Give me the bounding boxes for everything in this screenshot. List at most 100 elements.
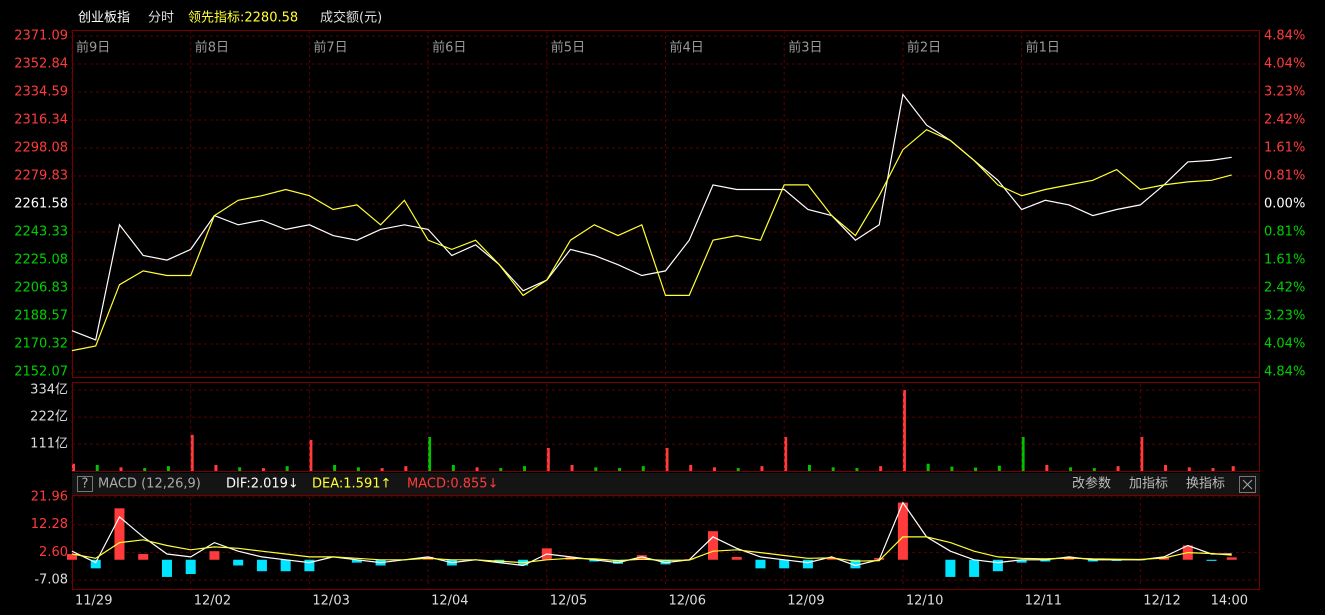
- x2-tick-label: 前5日: [551, 40, 585, 56]
- x2-tick-label: 前6日: [432, 40, 466, 56]
- y2-tick-label: 1.61%: [1264, 141, 1305, 156]
- y2-tick-label: 0.81%: [1264, 168, 1305, 183]
- bar: [618, 468, 622, 471]
- bar: [594, 467, 598, 471]
- toolbar-button[interactable]: 换指标: [1186, 477, 1225, 492]
- bar: [760, 466, 764, 471]
- y-tick-label: 2188.57: [14, 309, 68, 324]
- y-tick-label: 2152.07: [14, 365, 68, 380]
- bar: [523, 466, 527, 471]
- macd-bar: [280, 559, 291, 572]
- y2-tick-label: 0.00%: [1264, 197, 1305, 212]
- y-tick-label: 2371.09: [14, 29, 68, 44]
- line: [71, 128, 1232, 352]
- macd-bar: [589, 559, 600, 562]
- bar: [855, 468, 859, 471]
- bar: [451, 464, 455, 471]
- bar: [309, 439, 313, 471]
- macd-bar: [802, 559, 813, 569]
- toolbar-button[interactable]: 加指标: [1129, 477, 1168, 492]
- bar: [736, 468, 740, 471]
- x2-tick-label: 前7日: [313, 40, 347, 56]
- bar: [712, 467, 716, 471]
- bar: [95, 464, 99, 471]
- y-tick-label: 2316.34: [14, 112, 68, 127]
- y-tick-label: 334亿: [30, 383, 68, 398]
- macd-bar: [1064, 557, 1075, 560]
- y2-tick-label: 2.42%: [1264, 113, 1305, 128]
- macd-bar: [731, 556, 742, 560]
- x-tick-label: 12/06: [669, 594, 706, 609]
- line: [71, 536, 1232, 564]
- macd-bar: [779, 559, 790, 569]
- macd-title: MACD (12,26,9): [98, 477, 201, 492]
- macd-bar: [185, 559, 196, 575]
- macd-bar: [1159, 557, 1170, 560]
- bar: [1140, 437, 1144, 471]
- mode: 分时: [148, 11, 174, 26]
- macd-bar: [67, 554, 77, 560]
- macd-bar: [233, 559, 244, 566]
- macd-bar: [707, 531, 718, 560]
- macd-bar: [826, 558, 837, 560]
- y-tick-label: 222亿: [30, 410, 68, 425]
- bar: [1116, 466, 1120, 471]
- bar: [546, 447, 550, 471]
- y2-tick-label: 4.04%: [1264, 56, 1305, 71]
- macd-bar: [304, 559, 315, 572]
- help-button[interactable]: [77, 476, 93, 492]
- bar: [72, 463, 75, 471]
- volume-title: 成交额(元): [320, 10, 382, 26]
- bar: [1045, 464, 1049, 471]
- bar: [1211, 468, 1215, 471]
- y-tick-label: 2243.33: [14, 224, 68, 239]
- y2-tick-label: 2.42%: [1264, 281, 1305, 296]
- bar: [404, 466, 408, 471]
- macd-bar: [755, 559, 766, 569]
- bar: [499, 468, 503, 471]
- y-tick-label: 12.28: [31, 517, 68, 532]
- macd-bar: [992, 559, 1003, 572]
- macd-bar: [1226, 557, 1237, 560]
- bar: [1187, 467, 1191, 471]
- macd-bar: [114, 508, 125, 560]
- bar: [190, 434, 194, 471]
- macd-bar: [90, 559, 101, 569]
- x-tick-label: 12/03: [312, 594, 349, 609]
- x2-tick-label: 前4日: [670, 40, 704, 56]
- bar: [689, 464, 693, 471]
- y2-tick-label: 4.84%: [1264, 29, 1305, 44]
- macd-bar: [969, 559, 980, 577]
- bar: [784, 437, 788, 471]
- y-tick-label: 2352.84: [14, 56, 68, 71]
- y2-tick-label: 0.81%: [1264, 225, 1305, 240]
- y-tick-label: 2225.08: [14, 252, 68, 267]
- bar: [1092, 468, 1096, 471]
- bar: [1164, 464, 1168, 471]
- bar: [285, 466, 289, 471]
- x-tick-label: 12/12: [1143, 594, 1180, 609]
- macd-bar: [351, 559, 362, 563]
- y-tick-label: 2334.59: [14, 84, 68, 99]
- bar: [950, 466, 954, 471]
- x2-tick-label: 前1日: [1026, 40, 1060, 56]
- y-tick-label: 2.60: [39, 545, 68, 560]
- dif-legend: DIF:2.019↓: [226, 477, 299, 492]
- bar: [214, 464, 218, 471]
- macd-legend: MACD:0.855↓: [407, 477, 498, 492]
- bar: [1069, 467, 1073, 471]
- y2-tick-label: 3.23%: [1264, 309, 1305, 324]
- y-tick-label: 111亿: [30, 437, 68, 452]
- macd-bar: [161, 559, 172, 577]
- help-icon[interactable]: ?: [82, 477, 89, 492]
- macd-bar: [209, 551, 220, 560]
- x-tick-label: 11/29: [75, 594, 112, 609]
- toolbar-button[interactable]: 改参数: [1072, 476, 1111, 492]
- bar: [926, 463, 930, 471]
- bar: [879, 466, 883, 471]
- macd-bar: [138, 554, 149, 560]
- close-button[interactable]: [1239, 476, 1256, 493]
- macd-bar: [256, 559, 267, 572]
